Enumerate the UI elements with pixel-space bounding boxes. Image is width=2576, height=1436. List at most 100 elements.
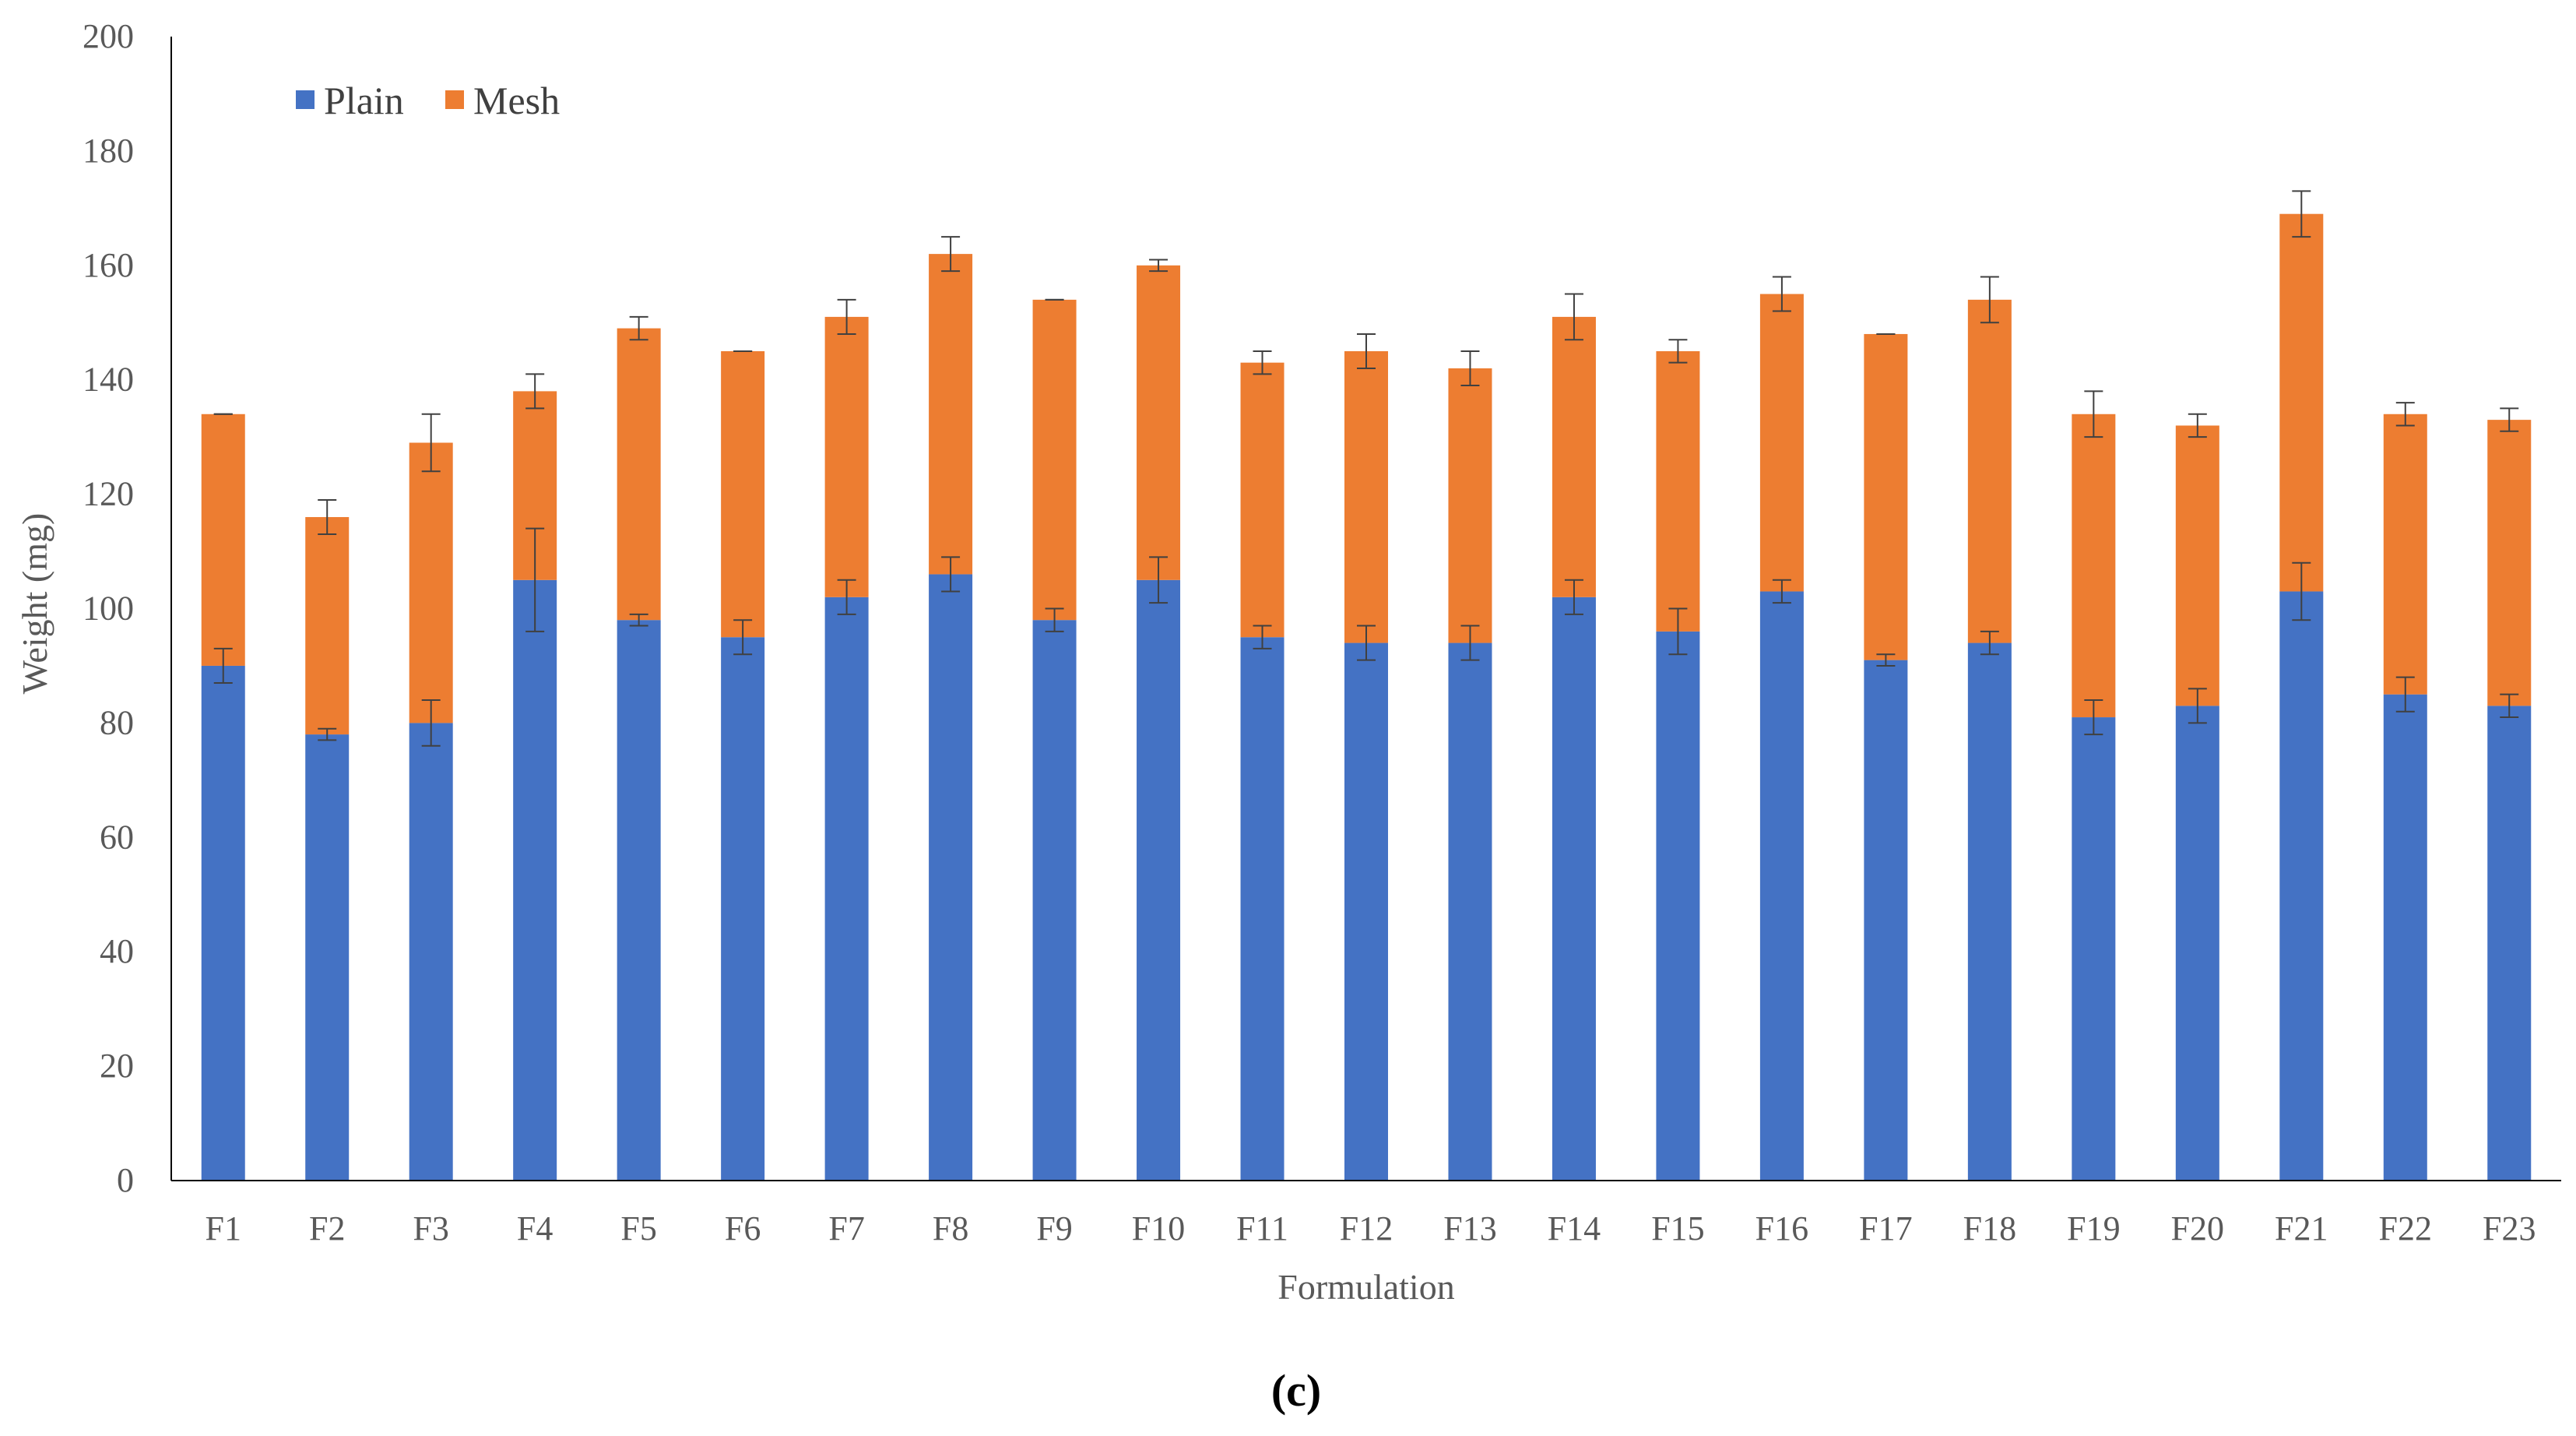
error-bar-mesh-f23: [2500, 407, 2519, 432]
bar-plain-f13: [1448, 642, 1492, 1181]
x-axis-title: Formulation: [1277, 1267, 1454, 1307]
error-bar-mesh-f8: [941, 236, 961, 273]
y-tick-label: 20: [100, 1047, 134, 1085]
error-bar-plain-f6: [733, 619, 753, 656]
error-bar-plain-f9: [1045, 607, 1064, 632]
bar-plain-f21: [2279, 591, 2324, 1181]
x-tick-label: F14: [1548, 1209, 1601, 1248]
error-bar-plain-f21: [2292, 561, 2311, 621]
y-axis-title: Weight (mg): [15, 513, 54, 695]
error-bar-mesh-f21: [2292, 190, 2311, 238]
x-tick-label: F6: [725, 1209, 761, 1248]
bar-plain-f3: [409, 723, 453, 1181]
x-tick-label: F18: [1963, 1209, 2016, 1248]
error-bar-mesh-f12: [1357, 333, 1376, 370]
error-bar-plain-f4: [525, 527, 545, 632]
error-bar-plain-f1: [213, 647, 233, 684]
bar-mesh-f5: [617, 328, 661, 621]
bar-mesh-f9: [1032, 299, 1077, 621]
x-tick-label: F1: [205, 1209, 241, 1248]
bar-plain-f14: [1552, 597, 1596, 1181]
error-bar-plain-f18: [1980, 630, 1999, 656]
x-tick-label: F21: [2275, 1209, 2328, 1248]
bar-mesh-f22: [2383, 414, 2427, 695]
bar-plain-f15: [1656, 631, 1700, 1181]
bar-mesh-f23: [2487, 420, 2532, 706]
x-tick-label: F3: [413, 1209, 448, 1248]
legend-swatch-mesh: [445, 90, 464, 109]
x-tick-label: F20: [2171, 1209, 2224, 1248]
legend-label-mesh: Mesh: [473, 79, 560, 122]
error-bar-mesh-f18: [1980, 276, 1999, 324]
bar-plain-f5: [617, 620, 661, 1181]
y-tick-label: 40: [100, 932, 134, 970]
y-tick-label: 60: [100, 818, 134, 856]
bar-plain-f22: [2383, 694, 2427, 1181]
x-tick-label: F13: [1443, 1209, 1496, 1248]
x-tick-label: F4: [517, 1209, 553, 1248]
bar-mesh-f18: [1967, 299, 2012, 643]
figure-caption: (c): [1271, 1365, 1321, 1416]
error-bar-plain-f10: [1149, 556, 1169, 604]
bar-plain-f1: [201, 665, 245, 1181]
error-bar-mesh-f15: [1668, 339, 1688, 364]
x-tick-label: F15: [1651, 1209, 1704, 1248]
error-bar-plain-f3: [421, 699, 441, 747]
y-tick-label: 180: [83, 132, 134, 170]
error-bar-plain-f5: [629, 613, 648, 627]
y-tick-label: 120: [83, 475, 134, 513]
bar-plain-f23: [2487, 706, 2532, 1181]
y-tick-label: 160: [83, 246, 134, 284]
bar-plain-f6: [721, 637, 765, 1181]
error-bar-plain-f20: [2188, 688, 2207, 724]
bar-plain-f11: [1240, 637, 1284, 1181]
error-bar-plain-f16: [1772, 579, 1791, 604]
error-bar-plain-f8: [941, 556, 961, 593]
error-bar-mesh-f13: [1460, 350, 1480, 387]
error-bar-mesh-f10: [1149, 259, 1169, 273]
x-tick-label: F7: [828, 1209, 864, 1248]
bar-plain-f2: [305, 734, 350, 1181]
error-bar-mesh-f22: [2395, 402, 2415, 427]
bar-mesh-f15: [1656, 350, 1700, 632]
error-bar-mesh-f5: [629, 315, 648, 341]
error-bar-plain-f11: [1253, 625, 1272, 649]
bar-plain-f19: [2072, 717, 2116, 1181]
bar-plain-f10: [1137, 579, 1181, 1181]
bar-mesh-f3: [409, 442, 453, 723]
bar-mesh-f10: [1137, 265, 1181, 580]
bar-mesh-f21: [2279, 213, 2324, 592]
bar-mesh-f7: [824, 316, 869, 597]
bar-mesh-f14: [1552, 316, 1596, 597]
error-bar-mesh-f2: [318, 498, 337, 536]
bar-mesh-f2: [305, 516, 350, 735]
bar-plain-f7: [824, 597, 869, 1181]
y-tick-label: 140: [83, 361, 134, 399]
bar-plain-f18: [1967, 642, 2012, 1181]
bar-mesh-f20: [2175, 425, 2219, 706]
error-bar-plain-f22: [2395, 676, 2415, 713]
error-bar-mesh-f7: [837, 298, 856, 335]
x-tick-label: F23: [2483, 1209, 2536, 1248]
x-tick-label: F11: [1236, 1209, 1288, 1248]
bar-mesh-f19: [2072, 414, 2116, 718]
error-bar-mesh-f11: [1253, 350, 1272, 375]
y-tick-label: 0: [117, 1161, 134, 1199]
x-tick-label: F8: [933, 1209, 968, 1248]
error-bar-plain-f12: [1357, 625, 1376, 661]
x-tick-label: F12: [1340, 1209, 1393, 1248]
bar-plain-f16: [1759, 591, 1804, 1181]
legend-label-plain: Plain: [324, 79, 404, 122]
error-bar-mesh-f14: [1564, 293, 1583, 341]
y-tick-label: 80: [100, 703, 134, 741]
bar-mesh-f17: [1864, 333, 1908, 660]
x-tick-label: F19: [2067, 1209, 2120, 1248]
x-tick-label: F17: [1859, 1209, 1912, 1248]
bar-plain-f20: [2175, 706, 2219, 1181]
y-tick-label: 100: [83, 590, 134, 628]
x-tick-label: F2: [309, 1209, 345, 1248]
bar-mesh-f6: [721, 350, 765, 638]
error-bar-plain-f14: [1564, 579, 1583, 615]
y-tick-label: 200: [83, 17, 134, 55]
